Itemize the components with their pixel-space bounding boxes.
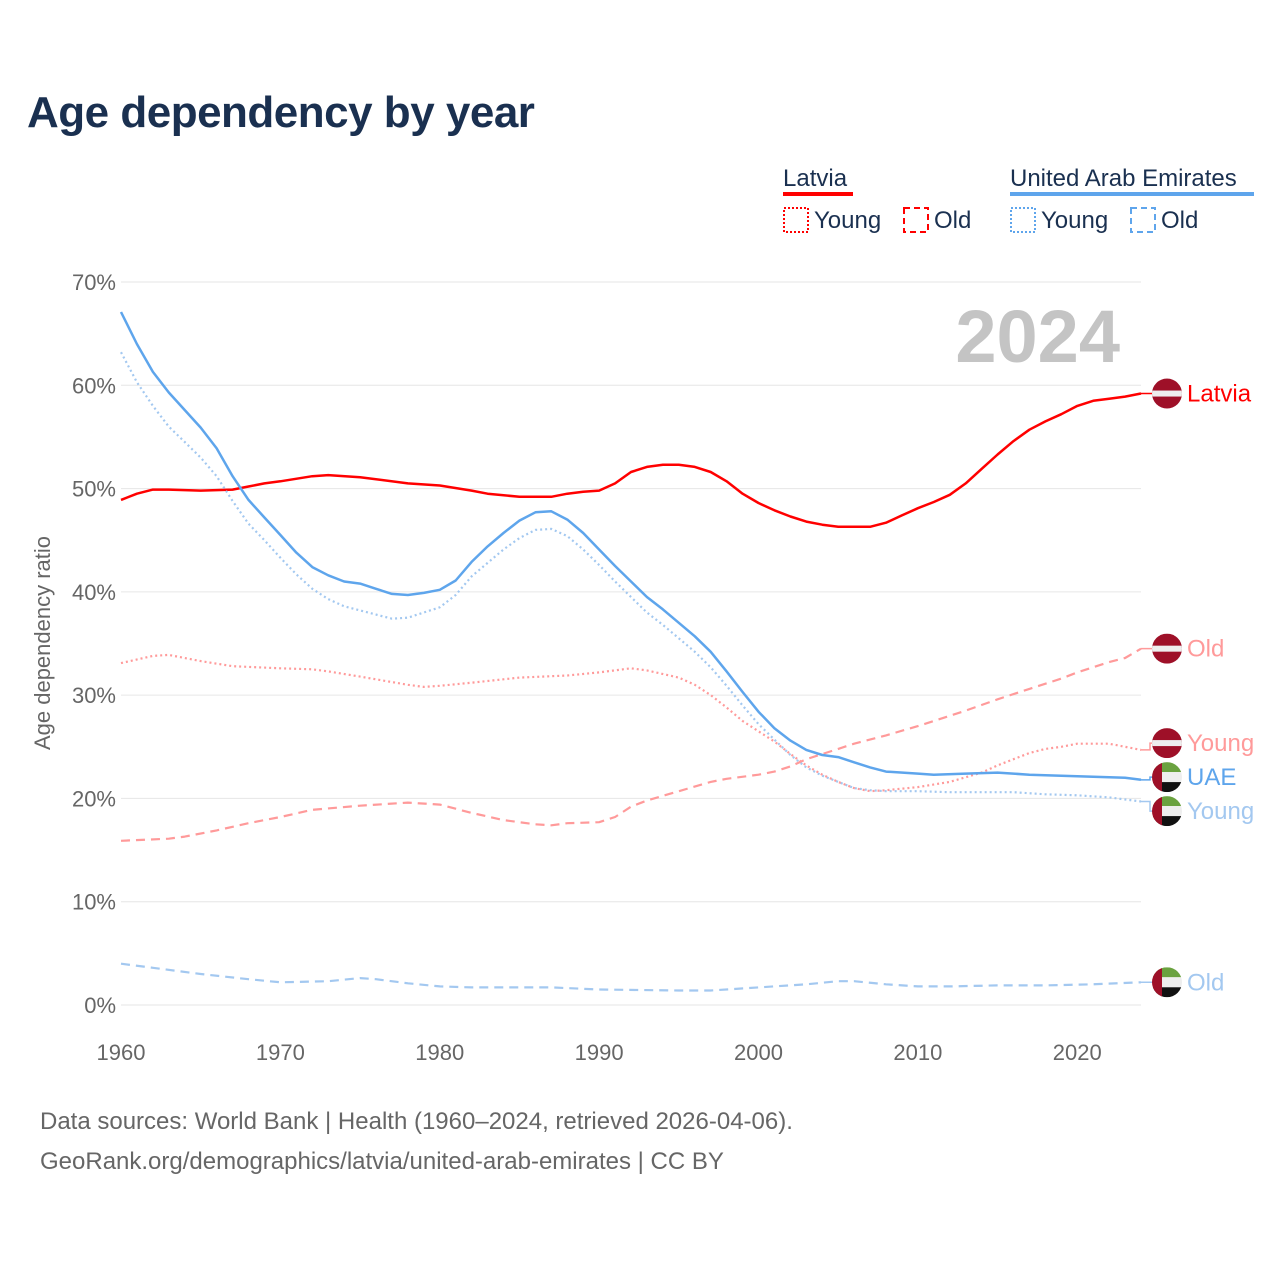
x-tick-label: 1980 <box>415 1040 464 1065</box>
flag-stripe <box>1152 645 1182 652</box>
flag-body <box>1152 762 1182 793</box>
y-axis-label: Age dependency ratio <box>30 536 55 750</box>
flag-uae-icon <box>1152 796 1182 827</box>
flag-stripe <box>1152 816 1182 827</box>
x-tick-label: 1960 <box>97 1040 146 1065</box>
flag-body <box>1152 378 1182 409</box>
chart-title: Age dependency by year <box>27 88 535 137</box>
legend-old-swatch <box>903 207 929 233</box>
end-label: Old <box>1187 969 1224 996</box>
flag-latvia-icon <box>1152 633 1182 664</box>
series-line-united-arab-emirates-young <box>120 351 1142 803</box>
x-tick-label: 2000 <box>734 1040 783 1065</box>
legend-country-uae: United Arab Emirates <box>1010 165 1237 192</box>
legend-young-label: Young <box>814 207 881 234</box>
year-watermark: 2024 <box>955 295 1120 378</box>
footer-source: Data sources: World Bank | Health (1960–… <box>40 1108 793 1135</box>
x-tick-label: 1990 <box>575 1040 624 1065</box>
series-line-latvia <box>120 392 1142 529</box>
y-tick-label: 40% <box>72 580 116 605</box>
flag-latvia-icon <box>1152 378 1182 409</box>
x-tick-label: 2020 <box>1053 1040 1102 1065</box>
flag-stripe <box>1152 796 1182 807</box>
end-label: Old <box>1187 636 1224 663</box>
legend-young-swatch <box>1010 207 1036 233</box>
legend-line-swatch <box>783 192 853 196</box>
flag-stripe <box>1152 390 1182 397</box>
flag-body <box>1152 633 1182 664</box>
legend-old-label: Old <box>1161 207 1198 234</box>
end-label: UAE <box>1187 764 1236 791</box>
flag-stripe <box>1152 796 1162 827</box>
flag-latvia-icon <box>1152 728 1182 759</box>
flag-stripe <box>1152 762 1162 793</box>
flag-stripe <box>1152 806 1182 817</box>
legend-country-latvia: Latvia <box>783 165 848 192</box>
y-tick-label: 10% <box>72 890 116 915</box>
legend-old-label: Old <box>934 207 971 234</box>
flag-stripe <box>1152 762 1182 773</box>
x-tick-label: 2010 <box>893 1040 942 1065</box>
flag-body <box>1152 796 1182 827</box>
x-tick-label: 1970 <box>256 1040 305 1065</box>
flag-uae-icon <box>1152 762 1182 793</box>
legend-line-swatch <box>1010 192 1254 196</box>
flag-body <box>1152 967 1182 998</box>
y-tick-label: 0% <box>84 993 116 1018</box>
flag-uae-icon <box>1152 967 1182 998</box>
flag-stripe <box>1152 987 1182 998</box>
end-label: Young <box>1187 798 1254 825</box>
legend-young-swatch <box>783 207 809 233</box>
y-tick-label: 20% <box>72 786 116 811</box>
flag-stripe <box>1152 967 1162 998</box>
end-label: Young <box>1187 730 1254 757</box>
flag-stripe <box>1152 977 1182 988</box>
series-line-united-arab-emirates <box>119 311 1142 782</box>
flag-body <box>1152 728 1182 759</box>
flag-stripe <box>1152 740 1182 747</box>
series-line-united-arab-emirates-old <box>120 962 1142 992</box>
legend-old-swatch <box>1130 207 1156 233</box>
y-tick-label: 50% <box>72 477 116 502</box>
end-label: Latvia <box>1187 381 1252 408</box>
legend-young-label: Young <box>1041 207 1108 234</box>
flag-stripe <box>1152 782 1182 793</box>
flag-stripe <box>1152 772 1182 783</box>
series-line-latvia-young <box>120 653 1142 793</box>
series-line-latvia-old <box>120 647 1142 842</box>
flag-stripe <box>1152 967 1182 978</box>
y-tick-label: 70% <box>72 270 116 295</box>
y-tick-label: 60% <box>72 373 116 398</box>
footer-link[interactable]: GeoRank.org/demographics/latvia/united-a… <box>40 1148 724 1175</box>
y-tick-label: 30% <box>72 683 116 708</box>
